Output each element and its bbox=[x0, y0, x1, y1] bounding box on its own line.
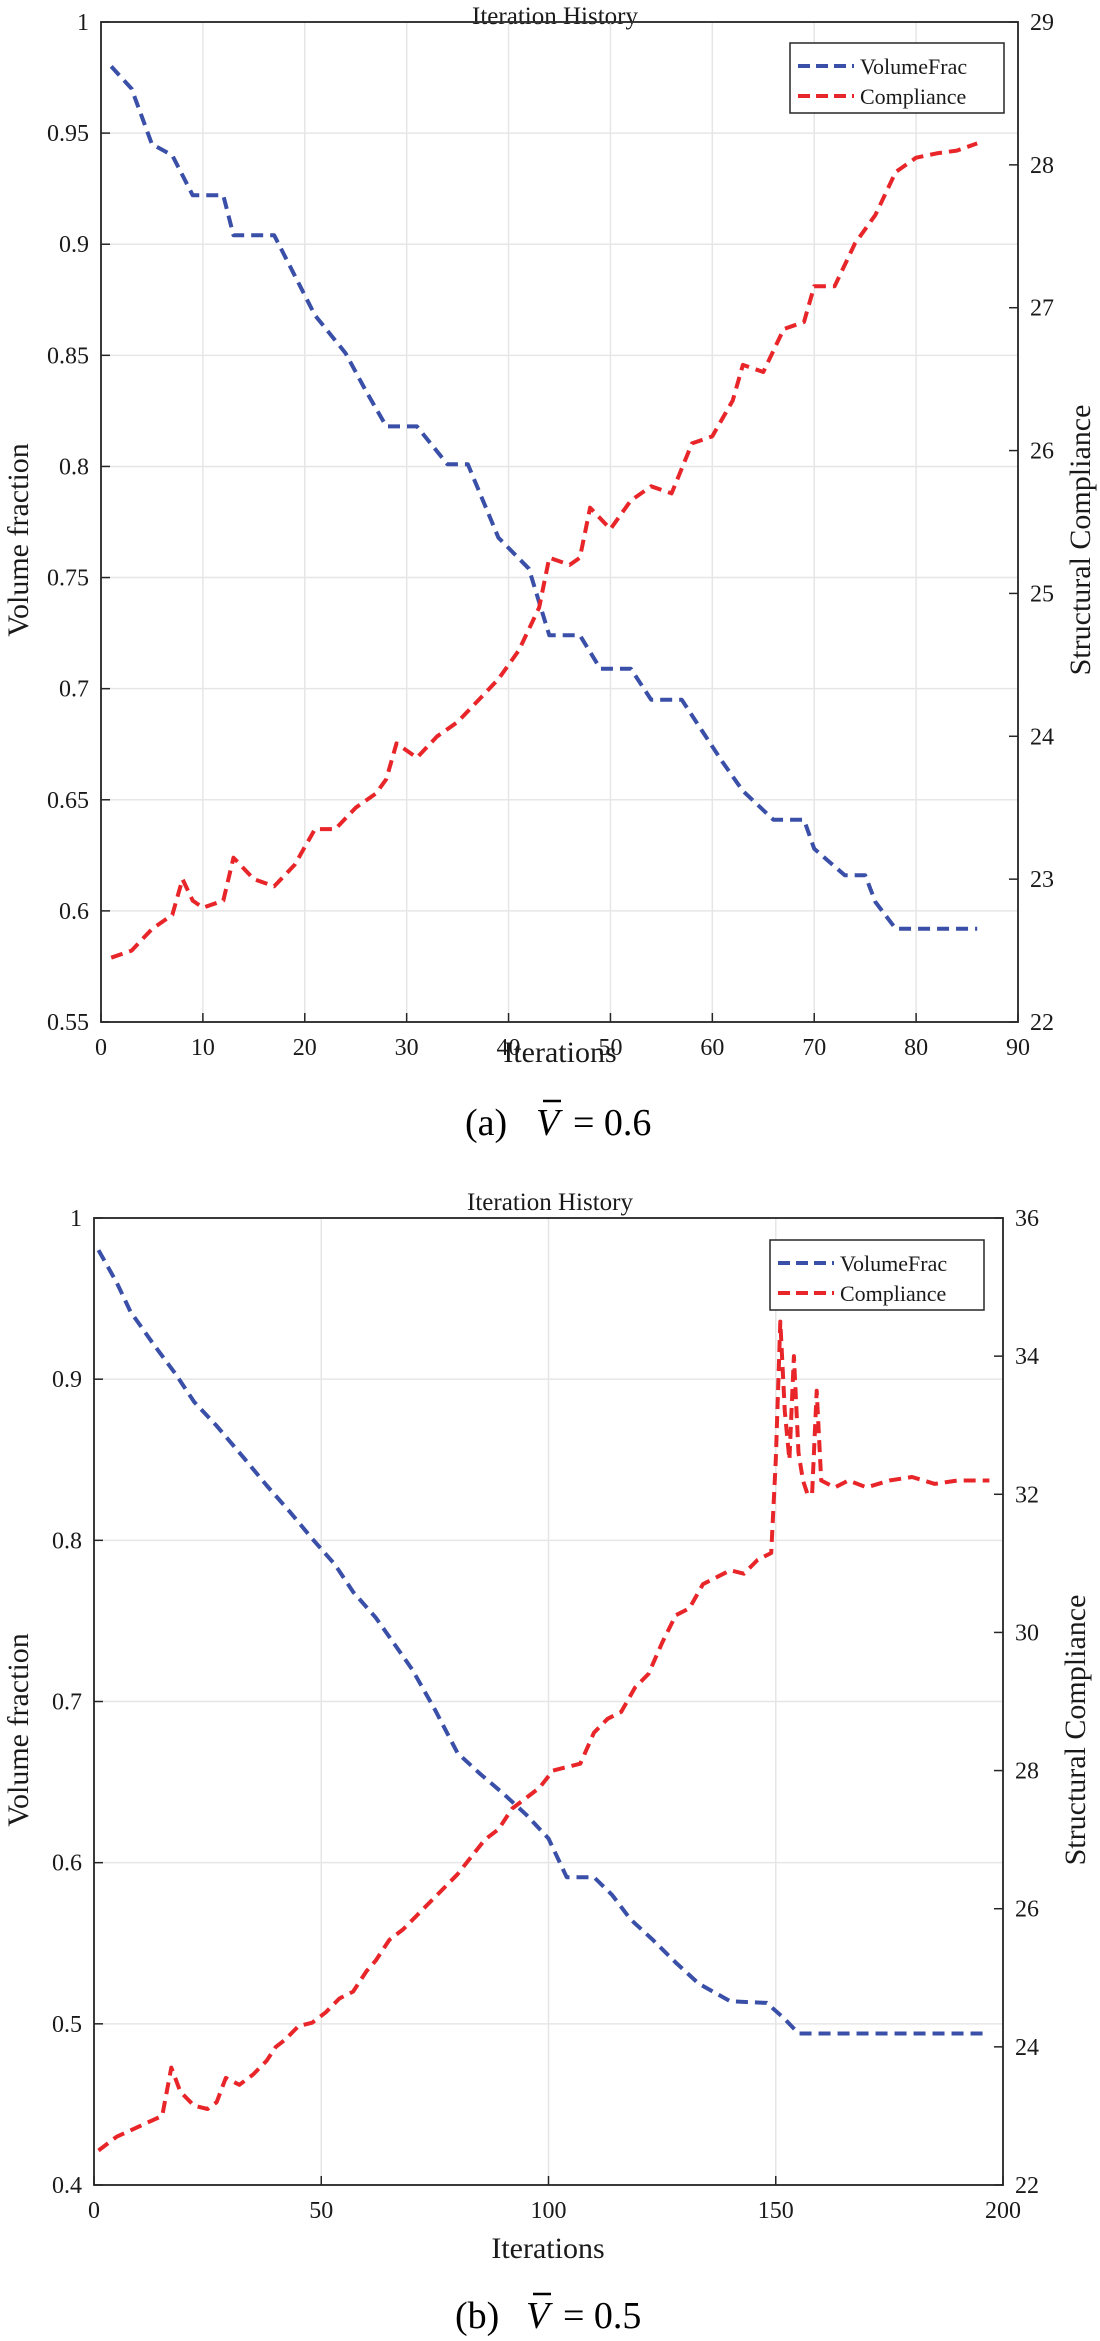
grid bbox=[93, 1217, 1004, 2186]
y2-axis-label: Structural Compliance bbox=[1064, 405, 1097, 676]
caption-prefix: (b) bbox=[455, 2295, 499, 2337]
x-tick-label: 90 bbox=[1006, 1035, 1030, 1061]
y2-tick-label: 23 bbox=[1030, 867, 1054, 893]
y-tick-label: 0.65 bbox=[47, 788, 89, 814]
y2-tick-label: 30 bbox=[1015, 1620, 1039, 1646]
legend-box bbox=[789, 42, 1005, 114]
chart-title: Iteration History bbox=[472, 3, 638, 30]
legend-label-compliance: Compliance bbox=[840, 1281, 946, 1306]
y2-tick-label: 28 bbox=[1015, 1759, 1039, 1785]
y-axis-label: Volume fraction bbox=[2, 1633, 35, 1827]
x-tick-label: 200 bbox=[985, 2198, 1021, 2224]
y-tick-label: 0.85 bbox=[47, 343, 89, 369]
legend-label-volumefrac: VolumeFrac bbox=[840, 1251, 947, 1276]
caption-value: = 0.5 bbox=[563, 2295, 641, 2337]
legend-box bbox=[769, 1239, 985, 1311]
y2-tick-labels: 22 23 24 25 26 27 28 29 bbox=[1009, 10, 1054, 1036]
y-tick-label: 0.8 bbox=[59, 454, 89, 480]
series-lines bbox=[96, 1249, 990, 2153]
caption-vbar-symbol: V bbox=[526, 2295, 553, 2337]
y2-tick-label: 22 bbox=[1030, 1010, 1054, 1036]
caption-prefix: (a) bbox=[465, 1102, 507, 1144]
x-tick-label: 10 bbox=[191, 1035, 215, 1061]
y-tick-label: 0.9 bbox=[59, 232, 89, 258]
y2-tick-label: 26 bbox=[1030, 439, 1054, 465]
caption-value: = 0.6 bbox=[573, 1102, 651, 1144]
plot-frame bbox=[100, 21, 1019, 1023]
y-tick-labels: 0.55 0.6 0.65 0.7 0.75 0.8 0.85 0.9 0.95 1 bbox=[47, 10, 110, 1036]
y2-tick-label: 24 bbox=[1030, 724, 1054, 750]
y2-tick-label: 27 bbox=[1030, 296, 1054, 322]
legend-label-compliance: Compliance bbox=[860, 84, 966, 109]
y-tick-label: 0.8 bbox=[52, 1528, 82, 1554]
y2-tick-label: 36 bbox=[1015, 1206, 1039, 1232]
x-tick-label: 100 bbox=[531, 2198, 567, 2224]
x-tick-label: 0 bbox=[95, 1035, 107, 1061]
y-tick-label: 1 bbox=[70, 1206, 82, 1232]
legend-label-volumefrac: VolumeFrac bbox=[860, 54, 967, 79]
y2-tick-label: 22 bbox=[1015, 2173, 1039, 2199]
x-tick-label: 60 bbox=[700, 1035, 724, 1061]
y2-tick-label: 26 bbox=[1015, 1897, 1039, 1923]
y-tick-label: 0.4 bbox=[52, 2173, 82, 2199]
y-tick-label: 0.5 bbox=[52, 2012, 82, 2038]
y-tick-label: 0.7 bbox=[59, 677, 89, 703]
x-tick-label: 70 bbox=[802, 1035, 826, 1061]
y2-tick-label: 32 bbox=[1015, 1482, 1039, 1508]
x-tick-label: 50 bbox=[598, 1035, 622, 1061]
caption: (b) V = 0.5 bbox=[455, 2292, 641, 2337]
x-axis-label: Iterations bbox=[503, 1036, 616, 1069]
series-line-compliance bbox=[110, 141, 978, 960]
y2-tick-label: 28 bbox=[1030, 153, 1054, 179]
series-line-compliance bbox=[97, 1319, 990, 2153]
x-tick-labels: 0 10 20 30 40 50 60 70 80 90 bbox=[95, 1013, 1030, 1061]
chart-a: Iteration History 0 10 20 30 40 50 60 70 80 90 0.… bbox=[2, 3, 1097, 1144]
chart-b: Iteration History 0 50 100 150 200 0.4 0.5 0.6… bbox=[2, 1189, 1092, 2337]
y-tick-label: 1 bbox=[77, 10, 89, 36]
y-tick-label: 0.6 bbox=[52, 1851, 82, 1877]
x-tick-label: 30 bbox=[395, 1035, 419, 1061]
y-tick-label: 0.95 bbox=[47, 121, 89, 147]
caption-vbar-symbol: V bbox=[536, 1102, 563, 1144]
x-tick-label: 0 bbox=[88, 2198, 100, 2224]
x-tick-labels: 0 50 100 150 200 bbox=[88, 2176, 1021, 2224]
x-tick-label: 150 bbox=[758, 2198, 794, 2224]
y2-axis-label: Structural Compliance bbox=[1059, 1595, 1092, 1866]
y-tick-label: 0.55 bbox=[47, 1010, 89, 1036]
y-tick-labels: 0.4 0.5 0.6 0.7 0.8 0.9 1 bbox=[52, 1206, 103, 2199]
y-tick-label: 0.7 bbox=[52, 1690, 82, 1716]
x-tick-label: 40 bbox=[497, 1035, 521, 1061]
y-tick-label: 0.9 bbox=[52, 1367, 82, 1393]
y2-tick-labels: 22 24 26 28 30 32 34 36 bbox=[994, 1206, 1039, 2199]
x-tick-label: 50 bbox=[309, 2198, 333, 2224]
y-axis-label: Volume fraction bbox=[2, 443, 35, 637]
y2-tick-label: 24 bbox=[1015, 2035, 1039, 2061]
series-line-volumefrac bbox=[96, 1249, 990, 2036]
grid bbox=[100, 21, 1019, 1023]
y-tick-label: 0.75 bbox=[47, 566, 89, 592]
series-line-volumefrac bbox=[109, 65, 978, 931]
legend: VolumeFrac Compliance bbox=[789, 42, 1005, 114]
y2-tick-label: 29 bbox=[1030, 10, 1054, 36]
y2-tick-label: 25 bbox=[1030, 581, 1054, 607]
chart-title: Iteration History bbox=[467, 1189, 633, 1216]
x-tick-label: 80 bbox=[904, 1035, 928, 1061]
x-tick-label: 20 bbox=[293, 1035, 317, 1061]
y2-tick-label: 34 bbox=[1015, 1344, 1039, 1370]
legend: VolumeFrac Compliance bbox=[769, 1239, 985, 1311]
x-axis-label: Iterations bbox=[491, 2232, 604, 2265]
series-lines bbox=[109, 65, 978, 960]
y-tick-label: 0.6 bbox=[59, 899, 89, 925]
caption: (a) V = 0.6 bbox=[465, 1099, 651, 1144]
